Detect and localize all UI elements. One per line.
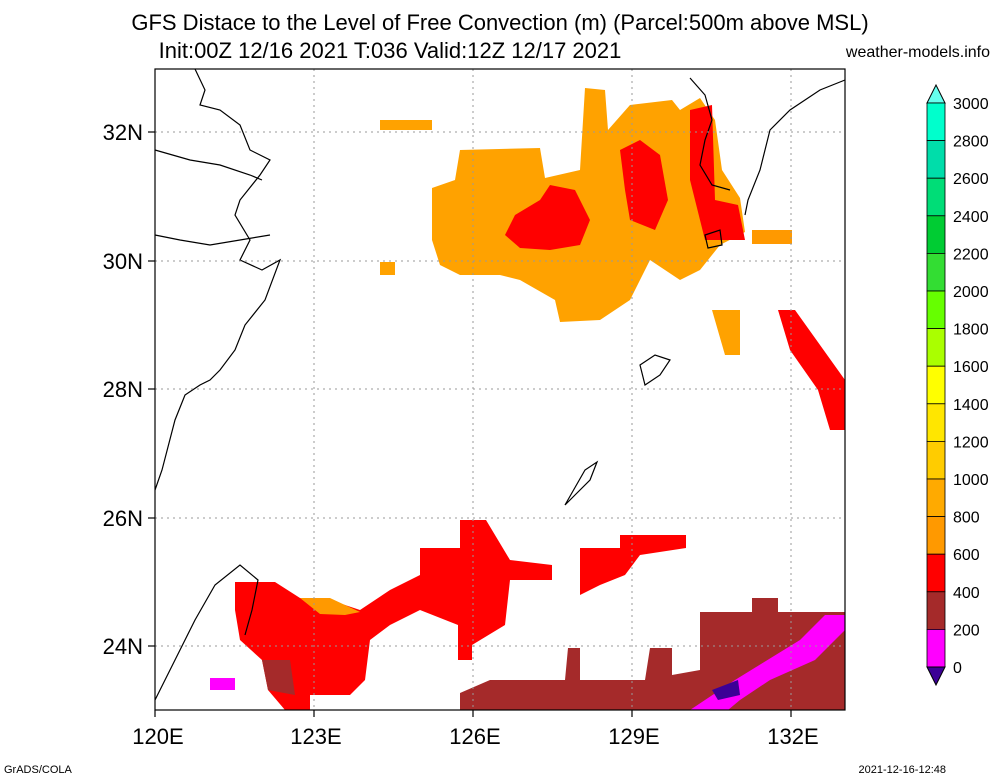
region-0m — [712, 680, 740, 700]
region-800m — [752, 230, 792, 244]
region-600m-south-b — [580, 535, 686, 595]
colorbar-label: 3000 — [953, 96, 989, 113]
footer-timestamp: 2021-12-16-12:48 — [858, 764, 946, 776]
axis-ticks — [148, 131, 792, 717]
map-title-line2: Init:00Z 12/16 2021 T:036 Valid:12Z 12/1… — [158, 38, 622, 63]
lat-labels: 32N 30N 28N 26N 24N — [103, 120, 143, 659]
lat-label-28n: 28N — [103, 377, 143, 402]
lon-label-132e: 132E — [767, 724, 818, 749]
region-1000m-c — [380, 262, 395, 275]
lon-label-120e: 120E — [132, 724, 183, 749]
hangzhou-bay — [154, 234, 271, 246]
colorbar-label: 600 — [953, 547, 980, 564]
coastlines — [154, 68, 846, 701]
colorbar-box — [926, 553, 946, 593]
colorbar-box — [926, 440, 946, 480]
colorbar-label: 200 — [953, 622, 980, 639]
colorbar-bottom-triangle — [926, 666, 946, 687]
colorbar-box — [926, 215, 946, 254]
lat-label-24n: 24N — [103, 634, 143, 659]
colorbar-box — [926, 591, 946, 630]
colorbar-box — [926, 252, 946, 292]
yangtze-estuary — [154, 149, 263, 181]
colorbar-label: 2400 — [953, 209, 989, 226]
kyushu-coast — [744, 79, 846, 216]
taiwan-coast — [154, 564, 259, 701]
colorbar-label: 0 — [953, 660, 962, 677]
colorbar-label: 1200 — [953, 434, 989, 451]
region-600m-c — [690, 105, 745, 240]
lon-label-126e: 126E — [449, 724, 500, 749]
lon-labels: 120E 123E 126E 129E 132E — [132, 724, 818, 749]
lfc-field — [210, 88, 845, 710]
region-200m-b — [210, 678, 235, 690]
colorbar-label: 400 — [953, 585, 980, 602]
lon-label-123e: 123E — [290, 724, 341, 749]
kyushu-west-coast — [689, 77, 731, 191]
colorbar-box — [926, 102, 946, 141]
colorbar-box — [926, 478, 946, 517]
lat-label-30n: 30N — [103, 249, 143, 274]
tanegashima-island — [704, 229, 723, 249]
colorbar-label: 2600 — [953, 171, 989, 188]
region-1000m-d — [712, 310, 740, 355]
lat-label-26n: 26N — [103, 506, 143, 531]
colorbar-label: 800 — [953, 510, 980, 527]
colorbar-label: 1000 — [953, 472, 989, 489]
china-coast — [154, 68, 282, 491]
colorbar-label: 1600 — [953, 359, 989, 376]
region-600m-strip — [778, 310, 845, 430]
colorbar: 3000280026002400220020001800160014001200… — [926, 83, 989, 687]
lon-label-129e: 129E — [608, 724, 659, 749]
colorbar-label: 2800 — [953, 134, 989, 151]
region-1000m — [432, 88, 745, 322]
grid — [155, 69, 845, 710]
colorbar-box — [926, 328, 946, 367]
okinawa-island — [564, 460, 599, 506]
colorbar-label: 1800 — [953, 322, 989, 339]
colorbar-box — [926, 177, 946, 217]
colorbar-label: 2200 — [953, 246, 989, 263]
region-600m-a — [505, 185, 590, 250]
colorbar-label: 2000 — [953, 284, 989, 301]
colorbar-box — [926, 290, 946, 329]
region-1000m-b — [380, 120, 432, 130]
site-watermark: weather-models.info — [845, 44, 990, 61]
colorbar-label: 1400 — [953, 397, 989, 414]
colorbar-box — [926, 365, 946, 405]
colorbar-box — [926, 516, 946, 555]
colorbar-box — [926, 629, 946, 668]
region-800m-south — [300, 598, 360, 615]
colorbar-top-triangle — [926, 83, 946, 104]
lat-label-32n: 32N — [103, 120, 143, 145]
colorbar-box — [926, 403, 946, 442]
colorbar-box — [926, 140, 946, 179]
amami-island — [639, 354, 671, 386]
footer-credit: GrADS/COLA — [4, 764, 72, 776]
region-400m-b — [262, 660, 295, 695]
map-title-line1: GFS Distace to the Level of Free Convect… — [131, 10, 869, 35]
